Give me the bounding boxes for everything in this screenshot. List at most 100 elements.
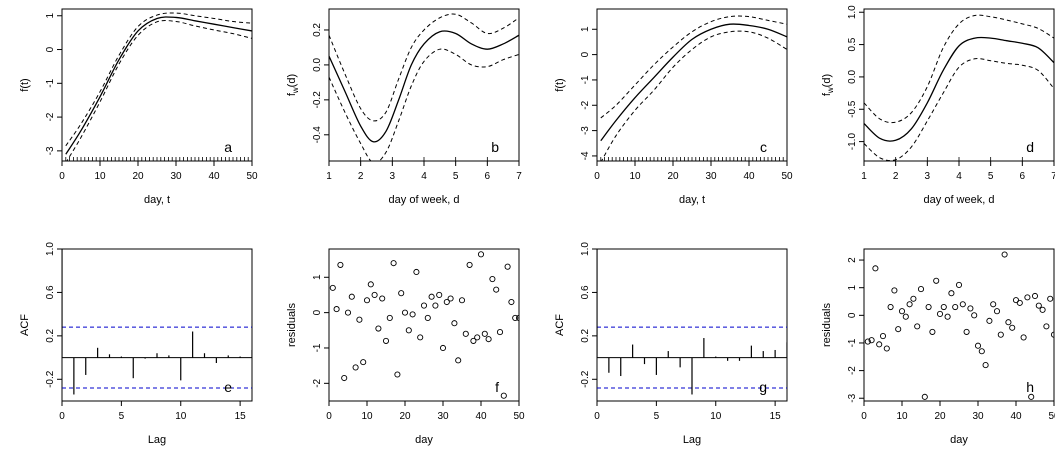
data-point [925, 303, 932, 311]
data-point [398, 290, 405, 297]
y-tick-label: -2 [847, 366, 858, 375]
data-point [508, 298, 515, 306]
y-tick-label: 1 [312, 274, 323, 280]
y-tick-label: 0 [45, 46, 56, 52]
x-axis-label: Lag [148, 434, 166, 446]
data-point [955, 281, 963, 288]
data-point [967, 305, 974, 312]
data-point [952, 303, 959, 311]
y-tick-label: -0.5 [847, 100, 858, 118]
y-tick-label: -0.4 [312, 126, 323, 144]
data-point [481, 330, 488, 337]
data-point [443, 298, 450, 306]
x-tick-label: 6 [485, 171, 491, 182]
x-tick-label: 7 [1051, 171, 1055, 182]
data-point [485, 336, 492, 343]
x-tick-label: 0 [59, 171, 65, 182]
y-tick-label: 1.0 [45, 242, 56, 256]
data-point [940, 303, 947, 311]
y-tick-label: 0.0 [847, 70, 858, 84]
panel-letter: b [491, 139, 499, 155]
panel-d: 1 2 3 4 5 6 7 -1.0 -0.5 0.0 0.5 1.0 day of week, d fw… [821, 5, 1055, 206]
data-point [432, 302, 439, 309]
confidence-band-line [329, 13, 519, 122]
y-tick-label: 1 [847, 284, 858, 290]
x-tick-label: 1 [326, 171, 332, 182]
y-axis-label: fw(d) [821, 74, 835, 96]
y-tick-label: -2 [45, 112, 56, 121]
x-tick-label: 30 [170, 171, 182, 182]
x-tick-label: 10 [710, 411, 722, 422]
fit-line [329, 30, 519, 143]
data-point [379, 295, 386, 302]
x-tick-label: 40 [1010, 411, 1022, 422]
x-tick-label: 0 [326, 411, 332, 422]
data-point [390, 260, 397, 267]
y-axis-label: ACF [19, 314, 31, 336]
data-point [360, 359, 367, 366]
data-point [948, 290, 955, 297]
data-point [1039, 306, 1046, 313]
y-tick-label: -2 [312, 378, 323, 387]
x-tick-label: 50 [246, 171, 258, 182]
y-tick-label: 1.0 [847, 5, 858, 19]
y-tick-label: -4 [580, 151, 591, 160]
x-tick-label: 50 [1048, 411, 1055, 422]
x-axis-label: day [950, 434, 968, 446]
data-point [1005, 319, 1012, 326]
confidence-band-line [65, 12, 252, 147]
data-point [477, 251, 485, 258]
data-point [974, 342, 982, 349]
panel-h: 0 10 20 30 40 50 -3 -2 -1 0 1 2 day residuals h [821, 248, 1055, 446]
y-tick-label: -1 [847, 338, 858, 347]
data-point [375, 325, 382, 332]
confidence-band-line [66, 20, 252, 161]
panel-letter: a [224, 139, 232, 155]
x-tick-label: 10 [94, 171, 106, 182]
data-point [1028, 393, 1035, 400]
data-point [910, 295, 917, 302]
y-tick-label: -1 [45, 78, 56, 87]
y-axis-label: ACF [554, 314, 566, 336]
y-tick-label: 0.2 [580, 328, 591, 342]
x-tick-label: 40 [743, 171, 755, 182]
data-point [451, 320, 458, 327]
data-point [864, 338, 871, 345]
plot-area [65, 12, 252, 161]
x-tick-label: 10 [175, 411, 187, 422]
data-point [876, 341, 883, 348]
y-tick-label: -1 [580, 75, 591, 84]
data-point [405, 327, 412, 334]
data-point [1001, 251, 1008, 258]
data-point [1016, 299, 1023, 306]
y-axis-label: fw(d) [286, 74, 300, 96]
x-tick-label: 3 [390, 171, 396, 182]
x-tick-label: 5 [654, 411, 660, 422]
y-tick-label: -1 [312, 343, 323, 352]
data-point [417, 334, 424, 341]
data-point [959, 301, 966, 308]
plot-area [597, 249, 787, 395]
data-point [367, 281, 374, 288]
data-point [329, 284, 336, 291]
fit-line [600, 23, 787, 142]
data-point [341, 374, 348, 382]
y-tick-label: 0.6 [45, 285, 56, 299]
y-tick-label: 0 [312, 309, 323, 315]
plot-area [600, 15, 787, 161]
data-point [458, 297, 466, 304]
data-point [356, 316, 363, 323]
data-point [401, 309, 409, 316]
y-tick-label: 0 [847, 312, 858, 318]
y-tick-label: 0.0 [312, 58, 323, 72]
data-point [382, 337, 390, 344]
x-tick-label: 20 [934, 411, 946, 422]
x-tick-label: 40 [475, 411, 487, 422]
x-tick-label: 0 [594, 411, 600, 422]
x-tick-label: 20 [399, 411, 411, 422]
plot-box [863, 248, 1055, 402]
y-tick-label: -3 [580, 126, 591, 135]
data-point [333, 306, 340, 313]
confidence-band-line [864, 14, 1054, 124]
